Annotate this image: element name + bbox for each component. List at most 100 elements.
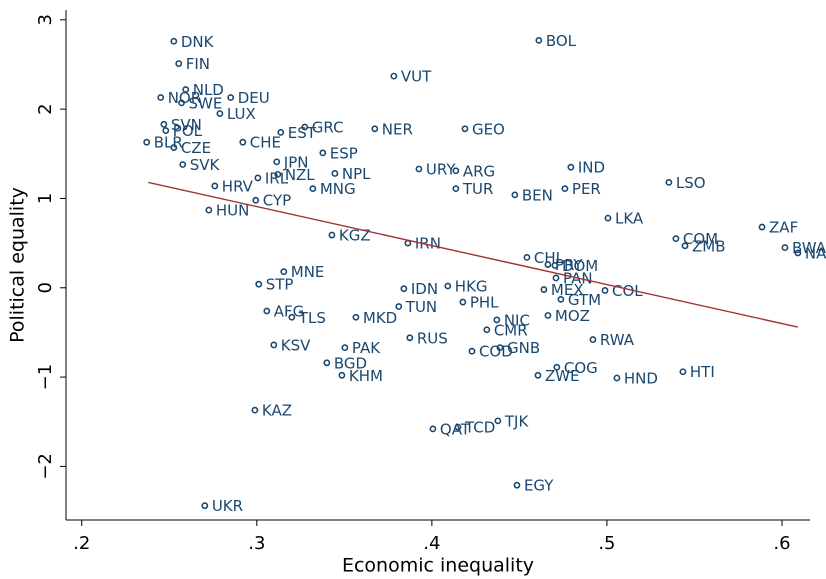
- point-label: LUX: [227, 105, 256, 123]
- point-label: NZL: [285, 166, 315, 184]
- point-label: TCD: [464, 419, 495, 437]
- point-label: IRL: [265, 169, 289, 187]
- point: [352, 313, 360, 321]
- point: [254, 174, 262, 182]
- point: [679, 368, 687, 376]
- x-tick-label: .3: [248, 533, 265, 554]
- point-label: MNE: [291, 263, 325, 281]
- point: [309, 185, 317, 193]
- point: [589, 336, 597, 343]
- point: [496, 344, 504, 352]
- point-label: KSV: [281, 336, 311, 354]
- point: [493, 316, 501, 324]
- point-label: STP: [266, 276, 294, 294]
- point-label: CYP: [263, 192, 291, 210]
- x-tick-label: .4: [423, 533, 440, 554]
- point: [160, 120, 168, 128]
- point-label: COG: [564, 359, 598, 377]
- point-label: HND: [624, 369, 658, 387]
- point: [400, 285, 408, 293]
- point-label: CZE: [181, 139, 211, 157]
- point-label: EGY: [524, 477, 554, 495]
- point-label: AFG: [274, 302, 305, 320]
- point: [157, 94, 165, 101]
- point-label: IDN: [411, 280, 438, 298]
- point-label: CMR: [494, 321, 528, 339]
- point-label: CHE: [250, 134, 281, 152]
- point: [544, 261, 552, 268]
- point: [483, 326, 491, 334]
- point: [534, 371, 542, 379]
- point: [567, 163, 575, 171]
- point-label: MNG: [320, 180, 356, 198]
- point: [301, 123, 309, 131]
- point-label: MKD: [363, 309, 397, 327]
- point-label: KAZ: [262, 402, 292, 420]
- point: [544, 312, 552, 319]
- point: [452, 167, 460, 175]
- point-label: KHM: [349, 367, 383, 385]
- point-label: NER: [382, 120, 413, 138]
- point-label: GTM: [568, 291, 601, 309]
- point-label: EST: [288, 124, 317, 142]
- point: [557, 295, 565, 303]
- point-label: COL: [612, 282, 643, 300]
- y-axis-title: Political equality: [7, 187, 29, 343]
- point: [561, 185, 569, 193]
- point-label: URY: [426, 160, 456, 178]
- point: [201, 502, 209, 510]
- y-tick-label: −2: [35, 453, 56, 480]
- y-tick-label: 2: [35, 103, 56, 114]
- x-tick-label: .5: [598, 533, 615, 554]
- point: [468, 347, 476, 355]
- point: [459, 298, 467, 306]
- point: [227, 94, 235, 101]
- point: [255, 280, 263, 288]
- point: [454, 423, 462, 431]
- point-label: COD: [479, 343, 513, 361]
- point-label: PAK: [352, 339, 381, 357]
- point-label: ZWE: [545, 367, 580, 385]
- point-label: ZAF: [769, 219, 798, 237]
- point-label: DEU: [238, 89, 270, 107]
- point: [175, 60, 183, 67]
- point: [390, 72, 398, 80]
- point: [553, 363, 561, 371]
- point: [179, 161, 187, 168]
- point: [513, 481, 521, 489]
- point-label: DOM: [562, 257, 598, 275]
- point-label: NLD: [193, 81, 224, 99]
- point-label: QAT: [440, 420, 471, 438]
- point: [270, 341, 278, 349]
- point-label: TUR: [462, 180, 494, 198]
- point: [523, 254, 531, 261]
- point: [328, 231, 336, 239]
- point-label: TLS: [298, 309, 326, 327]
- point-label: HKG: [455, 277, 488, 295]
- point-label: GEO: [472, 120, 505, 138]
- y-tick-label: −1: [35, 364, 56, 391]
- point: [273, 158, 281, 166]
- y-tick-label: 1: [35, 193, 56, 204]
- y-tick-label: 3: [35, 14, 56, 25]
- point: [395, 303, 403, 310]
- point-label: SWE: [189, 94, 223, 112]
- point-label: SVK: [190, 156, 221, 174]
- point: [429, 425, 437, 433]
- point-label: VUT: [401, 68, 432, 86]
- point: [613, 374, 621, 382]
- point-label: POL: [173, 122, 203, 140]
- point: [331, 170, 339, 177]
- point: [665, 178, 673, 186]
- point: [444, 282, 452, 290]
- x-axis-title: Economic inequality: [342, 555, 534, 577]
- point-label: LSO: [676, 174, 706, 192]
- point-label: ARG: [463, 162, 495, 180]
- point-label: NOR: [168, 89, 201, 107]
- point: [280, 268, 288, 276]
- point: [239, 138, 247, 146]
- x-tick-label: .6: [773, 533, 790, 554]
- point-label: TJK: [504, 412, 530, 430]
- x-tick-label: .2: [73, 533, 90, 554]
- point-label: RWA: [600, 331, 635, 349]
